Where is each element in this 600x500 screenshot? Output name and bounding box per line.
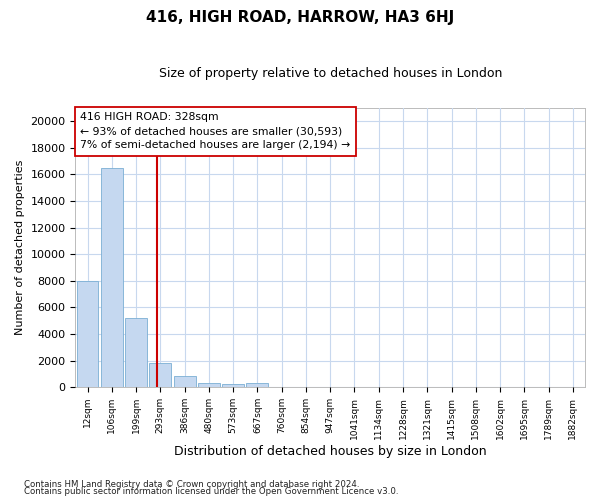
Bar <box>101 168 123 387</box>
Bar <box>247 383 268 387</box>
X-axis label: Distribution of detached houses by size in London: Distribution of detached houses by size … <box>174 444 487 458</box>
Bar <box>198 383 220 387</box>
Bar <box>125 318 147 387</box>
Bar <box>222 384 244 387</box>
Title: Size of property relative to detached houses in London: Size of property relative to detached ho… <box>158 68 502 80</box>
Text: 416 HIGH ROAD: 328sqm
← 93% of detached houses are smaller (30,593)
7% of semi-d: 416 HIGH ROAD: 328sqm ← 93% of detached … <box>80 112 351 150</box>
Text: Contains HM Land Registry data © Crown copyright and database right 2024.: Contains HM Land Registry data © Crown c… <box>24 480 359 489</box>
Bar <box>173 376 196 387</box>
Bar <box>149 363 171 387</box>
Bar <box>77 281 98 387</box>
Y-axis label: Number of detached properties: Number of detached properties <box>15 160 25 336</box>
Text: 416, HIGH ROAD, HARROW, HA3 6HJ: 416, HIGH ROAD, HARROW, HA3 6HJ <box>146 10 454 25</box>
Text: Contains public sector information licensed under the Open Government Licence v3: Contains public sector information licen… <box>24 488 398 496</box>
